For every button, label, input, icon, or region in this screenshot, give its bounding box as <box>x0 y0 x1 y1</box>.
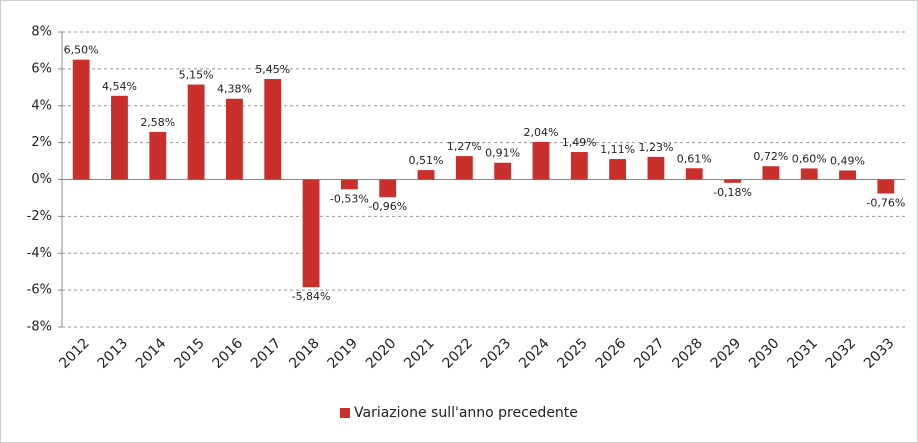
value-label: 0,60% <box>792 152 827 165</box>
y-tick-label: -6% <box>27 283 52 298</box>
y-tick-label: -8% <box>27 320 52 335</box>
value-label: 2,04% <box>524 126 559 139</box>
bar <box>762 166 780 180</box>
bar <box>609 159 627 180</box>
value-label: 5,15% <box>179 69 214 82</box>
bar <box>685 168 703 180</box>
value-label: 5,45% <box>255 63 290 76</box>
bar <box>800 168 818 180</box>
bar <box>647 156 665 180</box>
value-label: 1,11% <box>600 143 635 156</box>
bar <box>532 141 550 180</box>
bar <box>111 95 128 180</box>
value-label: -0,76% <box>866 197 905 210</box>
bar <box>302 179 320 288</box>
y-tick-label: -2% <box>27 209 52 224</box>
value-label: -0,96% <box>368 200 407 213</box>
legend-swatch <box>340 408 350 418</box>
y-tick-label: 8% <box>31 25 52 40</box>
y-tick-label: 2% <box>31 135 52 150</box>
bar <box>340 179 358 190</box>
bar <box>417 170 435 180</box>
bar <box>149 131 167 180</box>
value-label: 0,61% <box>677 152 712 165</box>
value-label: 6,50% <box>64 44 99 57</box>
y-tick-label: -4% <box>27 246 52 261</box>
bar <box>226 98 243 180</box>
y-tick-label: 4% <box>31 98 52 113</box>
value-label: 0,91% <box>485 147 520 160</box>
value-label: 2,58% <box>140 116 175 129</box>
bar <box>494 162 512 180</box>
y-tick-label: 0% <box>31 172 52 187</box>
value-label: 4,54% <box>102 80 137 93</box>
legend-label: Variazione sull'anno precedente <box>354 405 578 421</box>
bar <box>455 156 473 180</box>
value-label: 0,51% <box>409 154 444 167</box>
bar <box>379 179 397 198</box>
bar <box>724 179 741 183</box>
bar <box>839 170 856 180</box>
bar <box>264 79 282 180</box>
value-label: 4,38% <box>217 83 252 96</box>
bar <box>570 152 588 180</box>
bar <box>877 179 895 194</box>
bar <box>72 59 90 180</box>
y-tick-label: 6% <box>31 61 52 76</box>
value-label: 0,72% <box>753 150 788 163</box>
value-label: -5,84% <box>292 290 331 303</box>
value-label: 1,49% <box>562 136 597 149</box>
value-label: 1,27% <box>447 140 482 153</box>
value-label: 1,23% <box>638 141 673 154</box>
bar <box>187 84 205 180</box>
value-label: -0,53% <box>330 192 369 205</box>
value-label: 0,49% <box>830 154 865 167</box>
value-label: -0,18% <box>713 186 752 199</box>
